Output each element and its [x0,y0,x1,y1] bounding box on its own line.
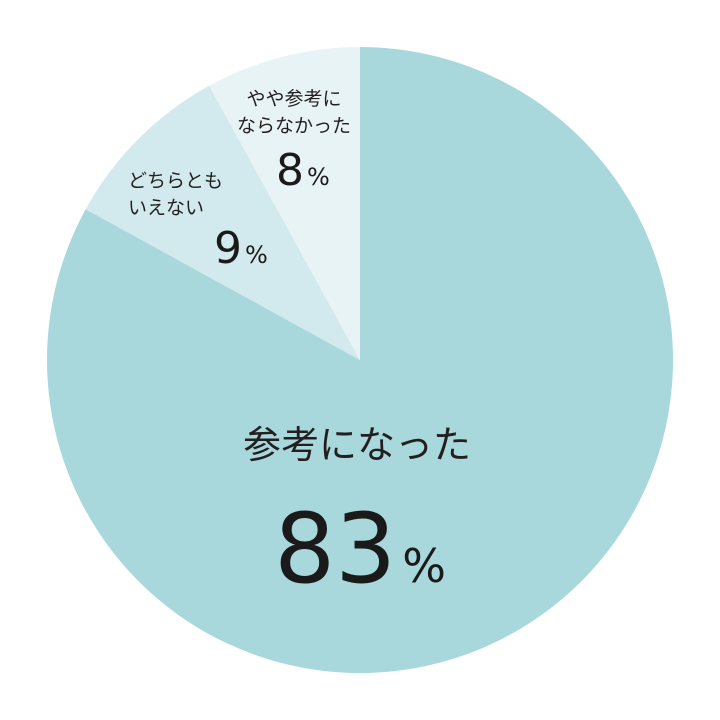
slice-value-unit: % [402,539,446,593]
slice-value-number: 9 [214,223,242,274]
slice-value-sanko-ni-natta: 83% [274,493,446,605]
slice-value-number: 8 [276,145,304,196]
label-line: どちらとも [128,170,223,192]
pie-slice-1 [85,85,361,361]
slice-label-dochira-tomo: どちらともいえない [128,170,223,219]
pie-slice-0 [46,47,673,674]
pie-slices [46,47,673,674]
slice-value-unit: % [307,163,330,191]
label-line: やや参考に [246,88,341,110]
slice-label-sanko-ni-natta: 参考になった [243,423,471,467]
slice-value-unit: % [245,241,268,269]
slice-value-yaya-sanko: 8% [276,145,330,196]
slice-label-yaya-sanko: やや参考にならなかった [237,88,351,137]
slice-value-dochira-tomo: 9% [214,223,268,274]
label-line: いえない [128,197,204,219]
pie-slice-2 [209,47,360,360]
slice-value-number: 83 [274,493,396,605]
label-line: ならなかった [237,115,351,137]
